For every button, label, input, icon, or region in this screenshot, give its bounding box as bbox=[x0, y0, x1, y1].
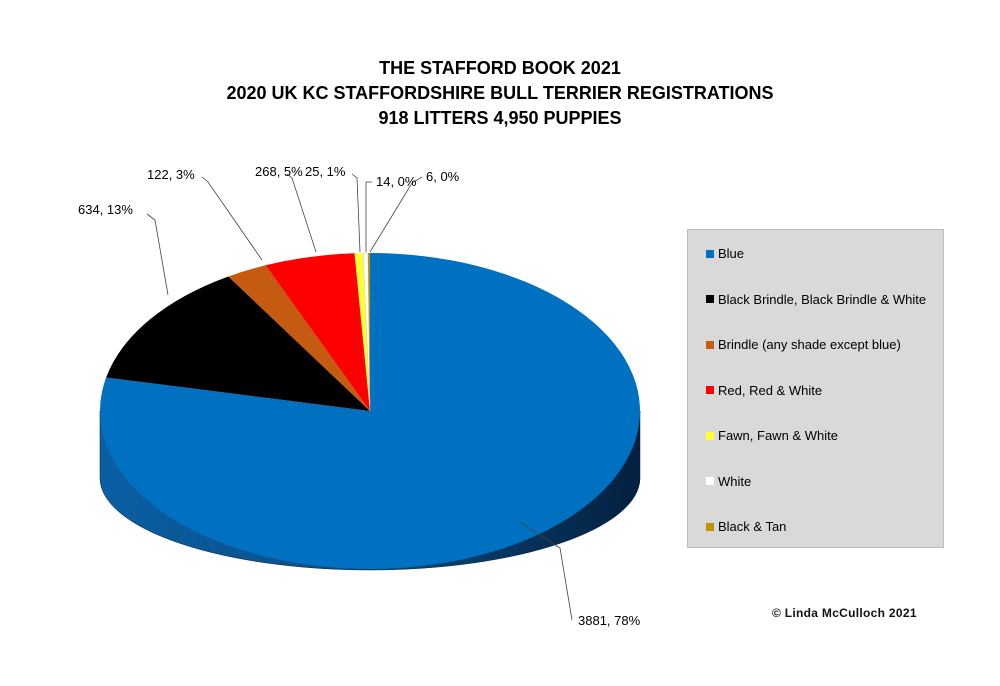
legend-item: Blue bbox=[706, 246, 744, 261]
data-label: 25, 1% bbox=[305, 164, 346, 179]
chart-title: THE STAFFORD BOOK 2021 2020 UK KC STAFFO… bbox=[0, 56, 1000, 131]
legend-label: Black Brindle, Black Brindle & White bbox=[718, 291, 927, 307]
legend-label: Brindle (any shade except blue) bbox=[718, 337, 901, 352]
legend-item: Black & Tan bbox=[706, 519, 786, 534]
legend-item: White bbox=[706, 474, 751, 489]
legend-swatch bbox=[706, 249, 714, 258]
legend-label: Black & Tan bbox=[718, 519, 787, 534]
data-label: 634, 13% bbox=[78, 202, 133, 217]
copyright-credit: © Linda McCulloch 2021 bbox=[772, 606, 917, 620]
leader-line bbox=[146, 213, 169, 296]
legend-swatch bbox=[706, 386, 714, 394]
slice-labels: 3881, 78% 634, 13% 122, 3% 268, 5% 25, 1% 14,… bbox=[78, 164, 641, 628]
legend-item: Brindle (any shade except blue) bbox=[706, 337, 901, 352]
data-label: 14, 0% bbox=[376, 174, 417, 189]
legend-swatch bbox=[706, 522, 714, 531]
chart-legend: Blue Black Brindle, Black Brindle & White… bbox=[687, 229, 944, 548]
legend-label: Blue bbox=[718, 246, 745, 261]
leader-line bbox=[286, 173, 317, 253]
pie-slice-red-red-white bbox=[265, 253, 370, 411]
legend-item: Black Brindle, Black Brindle & White bbox=[706, 292, 926, 307]
data-label: 122, 3% bbox=[147, 167, 195, 182]
legend-item: Red, Red & White bbox=[706, 383, 822, 398]
legend-swatch bbox=[706, 477, 714, 485]
legend-swatch bbox=[706, 340, 714, 349]
legend-swatch bbox=[706, 431, 714, 440]
pie-slice-black-brindle-black-brindle-white bbox=[106, 276, 370, 411]
legend-label: Fawn, Fawn & White bbox=[718, 428, 838, 443]
pie-slice-fawn-fawn-white bbox=[354, 253, 370, 411]
legend-label: White bbox=[718, 473, 752, 489]
chart-title-line-1: THE STAFFORD BOOK 2021 bbox=[379, 58, 621, 78]
pie-top bbox=[100, 252, 640, 569]
leader-line bbox=[351, 173, 361, 253]
leader-line bbox=[369, 176, 423, 253]
leader-line bbox=[365, 181, 372, 252]
legend-label: Red, Red & White bbox=[718, 382, 823, 398]
data-label: 268, 5% bbox=[255, 164, 303, 179]
data-label: 3881, 78% bbox=[578, 613, 641, 628]
pie-slice-white bbox=[362, 252, 371, 412]
leader-lines bbox=[146, 173, 573, 621]
chart-title-line-3: 918 LITTERS 4,950 PUPPIES bbox=[378, 108, 622, 128]
data-label: 6, 0% bbox=[426, 169, 460, 184]
leader-line bbox=[201, 176, 263, 261]
legend-item: Fawn, Fawn & White bbox=[706, 428, 838, 443]
pie-slice-black-tan bbox=[367, 253, 370, 411]
leader-line bbox=[519, 521, 573, 621]
pie-slice-brindle-any-shade-except-blue bbox=[228, 265, 370, 411]
chart-title-line-2: 2020 UK KC STAFFORDSHIRE BULL TERRIER RE… bbox=[226, 83, 774, 103]
legend-swatch bbox=[706, 295, 714, 303]
